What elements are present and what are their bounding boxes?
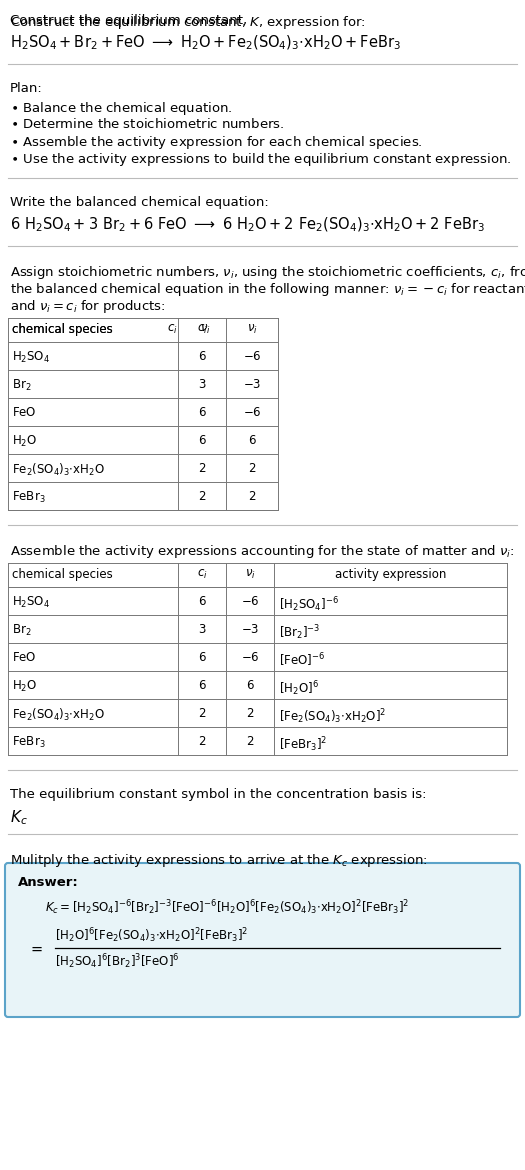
Text: 3: 3: [198, 378, 206, 391]
Text: $[\mathrm{Fe_2(SO_4)_3{\cdot}xH_2O}]^2$: $[\mathrm{Fe_2(SO_4)_3{\cdot}xH_2O}]^2$: [279, 707, 386, 725]
Text: $-6$: $-6$: [240, 596, 259, 608]
Text: $-6$: $-6$: [243, 406, 261, 419]
Text: 6: 6: [198, 406, 206, 419]
Text: Construct the equilibrium constant, $K$, expression for:: Construct the equilibrium constant, $K$,…: [10, 14, 366, 30]
Text: $\mathrm{FeO}$: $\mathrm{FeO}$: [12, 406, 37, 419]
Text: Assemble the activity expressions accounting for the state of matter and $\nu_i$: Assemble the activity expressions accoun…: [10, 543, 514, 560]
Text: Construct the equilibrium constant,: Construct the equilibrium constant,: [10, 14, 251, 27]
Text: activity expression: activity expression: [335, 567, 446, 581]
Text: 2: 2: [246, 707, 254, 720]
Text: 2: 2: [198, 462, 206, 475]
Text: $\mathrm{Br_2}$: $\mathrm{Br_2}$: [12, 622, 32, 638]
Text: 2: 2: [248, 462, 256, 475]
Text: $[\mathrm{H_2O}]^6$: $[\mathrm{H_2O}]^6$: [279, 679, 319, 697]
Text: $c_i$: $c_i$: [197, 323, 207, 336]
Text: $\mathrm{6\ H_2SO_4 + 3\ Br_2 + 6\ FeO \ \longrightarrow \ 6\ H_2O + 2\ Fe_2(SO_: $\mathrm{6\ H_2SO_4 + 3\ Br_2 + 6\ FeO \…: [10, 216, 485, 234]
FancyBboxPatch shape: [5, 863, 520, 1017]
Text: The equilibrium constant symbol in the concentration basis is:: The equilibrium constant symbol in the c…: [10, 789, 426, 801]
Text: 6: 6: [198, 434, 206, 447]
Text: $\mathrm{FeBr_3}$: $\mathrm{FeBr_3}$: [12, 490, 46, 505]
Text: $K_c$: $K_c$: [10, 808, 28, 827]
Text: $c_i$: $c_i$: [166, 323, 177, 336]
Text: 3: 3: [198, 622, 206, 636]
Text: the balanced chemical equation in the following manner: $\nu_i = -c_i$ for react: the balanced chemical equation in the fo…: [10, 281, 525, 298]
Text: Write the balanced chemical equation:: Write the balanced chemical equation:: [10, 197, 269, 209]
Text: $\mathrm{H_2SO_4 + Br_2 + FeO \ \longrightarrow \ H_2O + Fe_2(SO_4)_3{\cdot}xH_2: $\mathrm{H_2SO_4 + Br_2 + FeO \ \longrig…: [10, 34, 401, 53]
Text: Plan:: Plan:: [10, 82, 43, 95]
Text: $[\mathrm{FeBr_3}]^2$: $[\mathrm{FeBr_3}]^2$: [279, 735, 327, 753]
Text: Mulitply the activity expressions to arrive at the $K_c$ expression:: Mulitply the activity expressions to arr…: [10, 852, 428, 869]
Text: $[\mathrm{H_2SO_4}]^6[\mathrm{Br_2}]^3[\mathrm{FeO}]^6$: $[\mathrm{H_2SO_4}]^6[\mathrm{Br_2}]^3[\…: [55, 952, 180, 971]
Text: $\mathrm{Fe_2(SO_4)_3{\cdot}xH_2O}$: $\mathrm{Fe_2(SO_4)_3{\cdot}xH_2O}$: [12, 707, 105, 723]
Text: $\mathrm{FeBr_3}$: $\mathrm{FeBr_3}$: [12, 735, 46, 750]
Text: 2: 2: [246, 735, 254, 748]
Text: and $\nu_i = c_i$ for products:: and $\nu_i = c_i$ for products:: [10, 298, 165, 315]
Text: 2: 2: [198, 490, 206, 503]
Text: 6: 6: [198, 679, 206, 691]
Text: 6: 6: [248, 434, 256, 447]
Text: $-6$: $-6$: [240, 651, 259, 665]
Text: Answer:: Answer:: [18, 876, 79, 889]
Text: Assign stoichiometric numbers, $\nu_i$, using the stoichiometric coefficients, $: Assign stoichiometric numbers, $\nu_i$, …: [10, 264, 525, 281]
Text: $\mathrm{H_2SO_4}$: $\mathrm{H_2SO_4}$: [12, 596, 50, 610]
Text: $\mathrm{H_2SO_4}$: $\mathrm{H_2SO_4}$: [12, 350, 50, 365]
Text: $\bullet$ Assemble the activity expression for each chemical species.: $\bullet$ Assemble the activity expressi…: [10, 135, 423, 151]
Text: $-3$: $-3$: [243, 378, 261, 391]
Text: 2: 2: [248, 490, 256, 503]
Text: chemical species: chemical species: [12, 567, 113, 581]
Text: 6: 6: [198, 596, 206, 608]
Text: $\bullet$ Balance the chemical equation.: $\bullet$ Balance the chemical equation.: [10, 99, 233, 117]
Text: $\mathrm{Br_2}$: $\mathrm{Br_2}$: [12, 378, 32, 393]
Text: $[\mathrm{H_2O}]^6[\mathrm{Fe_2(SO_4)_3{\cdot}xH_2O}]^2[\mathrm{FeBr_3}]^2$: $[\mathrm{H_2O}]^6[\mathrm{Fe_2(SO_4)_3{…: [55, 925, 248, 944]
Text: $\bullet$ Determine the stoichiometric numbers.: $\bullet$ Determine the stoichiometric n…: [10, 117, 285, 131]
Text: $[\mathrm{FeO}]^{-6}$: $[\mathrm{FeO}]^{-6}$: [279, 651, 325, 668]
Text: $\nu_i$: $\nu_i$: [245, 567, 255, 581]
Text: 6: 6: [246, 679, 254, 691]
Text: $K_c = [\mathrm{H_2SO_4}]^{-6}[\mathrm{Br_2}]^{-3}[\mathrm{FeO}]^{-6}[\mathrm{H_: $K_c = [\mathrm{H_2SO_4}]^{-6}[\mathrm{B…: [45, 899, 410, 917]
Text: $[\mathrm{Br_2}]^{-3}$: $[\mathrm{Br_2}]^{-3}$: [279, 622, 320, 641]
Text: 2: 2: [198, 707, 206, 720]
Text: $\bullet$ Use the activity expressions to build the equilibrium constant express: $\bullet$ Use the activity expressions t…: [10, 151, 511, 168]
Text: $\nu_i$: $\nu_i$: [247, 323, 257, 336]
Text: $\nu_i$: $\nu_i$: [200, 323, 211, 336]
Text: $-6$: $-6$: [243, 350, 261, 363]
Text: chemical species: chemical species: [12, 323, 113, 336]
Text: $c_i$: $c_i$: [197, 567, 207, 581]
Text: $\mathrm{Fe_2(SO_4)_3{\cdot}xH_2O}$: $\mathrm{Fe_2(SO_4)_3{\cdot}xH_2O}$: [12, 462, 105, 479]
Text: $[\mathrm{H_2SO_4}]^{-6}$: $[\mathrm{H_2SO_4}]^{-6}$: [279, 596, 339, 614]
Text: chemical species: chemical species: [12, 323, 113, 336]
Text: $-3$: $-3$: [241, 622, 259, 636]
Text: 2: 2: [198, 735, 206, 748]
Text: 6: 6: [198, 651, 206, 665]
Text: $\mathrm{H_2O}$: $\mathrm{H_2O}$: [12, 434, 37, 449]
Text: 6: 6: [198, 350, 206, 363]
Text: =: =: [30, 942, 42, 957]
Text: $\mathrm{FeO}$: $\mathrm{FeO}$: [12, 651, 37, 665]
Text: $\mathrm{H_2O}$: $\mathrm{H_2O}$: [12, 679, 37, 694]
